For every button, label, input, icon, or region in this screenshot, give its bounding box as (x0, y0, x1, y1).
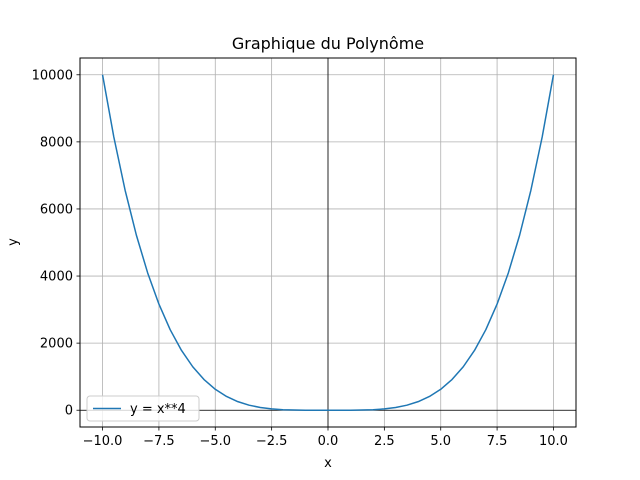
y-tick-label: 0 (65, 404, 73, 419)
x-tick-label: −7.5 (143, 434, 175, 449)
x-tick-label: 7.5 (487, 434, 508, 449)
x-tick-label: 2.5 (374, 434, 395, 449)
x-axis-label: x (324, 456, 332, 471)
y-tick-label: 6000 (40, 202, 73, 217)
legend-label: y = x**4 (130, 402, 186, 417)
y-tick-label: 8000 (40, 135, 73, 150)
y-axis-label: y (6, 238, 21, 246)
legend-box (86, 395, 200, 422)
y-tick-label: 10000 (32, 68, 73, 83)
series-line (101, 74, 555, 411)
x-tick-label: −10.0 (83, 434, 123, 449)
x-tick-label: 0.0 (318, 434, 339, 449)
x-tick-label: −2.5 (256, 434, 288, 449)
series-layer (101, 74, 555, 411)
chart-title: Graphique du Polynôme (232, 34, 424, 53)
x-tick-label: 10.0 (539, 434, 568, 449)
x-tick-label: 5.0 (430, 434, 451, 449)
x-axis-ticks: −10.0 −7.5 −5.0 −2.5 0.0 2.5 5.0 7.5 10.0 (83, 427, 568, 449)
y-tick-label: 4000 (40, 270, 73, 285)
x-tick-label: −5.0 (199, 434, 231, 449)
y-tick-label: 2000 (40, 337, 73, 352)
legend: y = x**4 (86, 395, 200, 422)
y-axis-ticks: 0 2000 4000 6000 8000 10000 (32, 68, 80, 419)
